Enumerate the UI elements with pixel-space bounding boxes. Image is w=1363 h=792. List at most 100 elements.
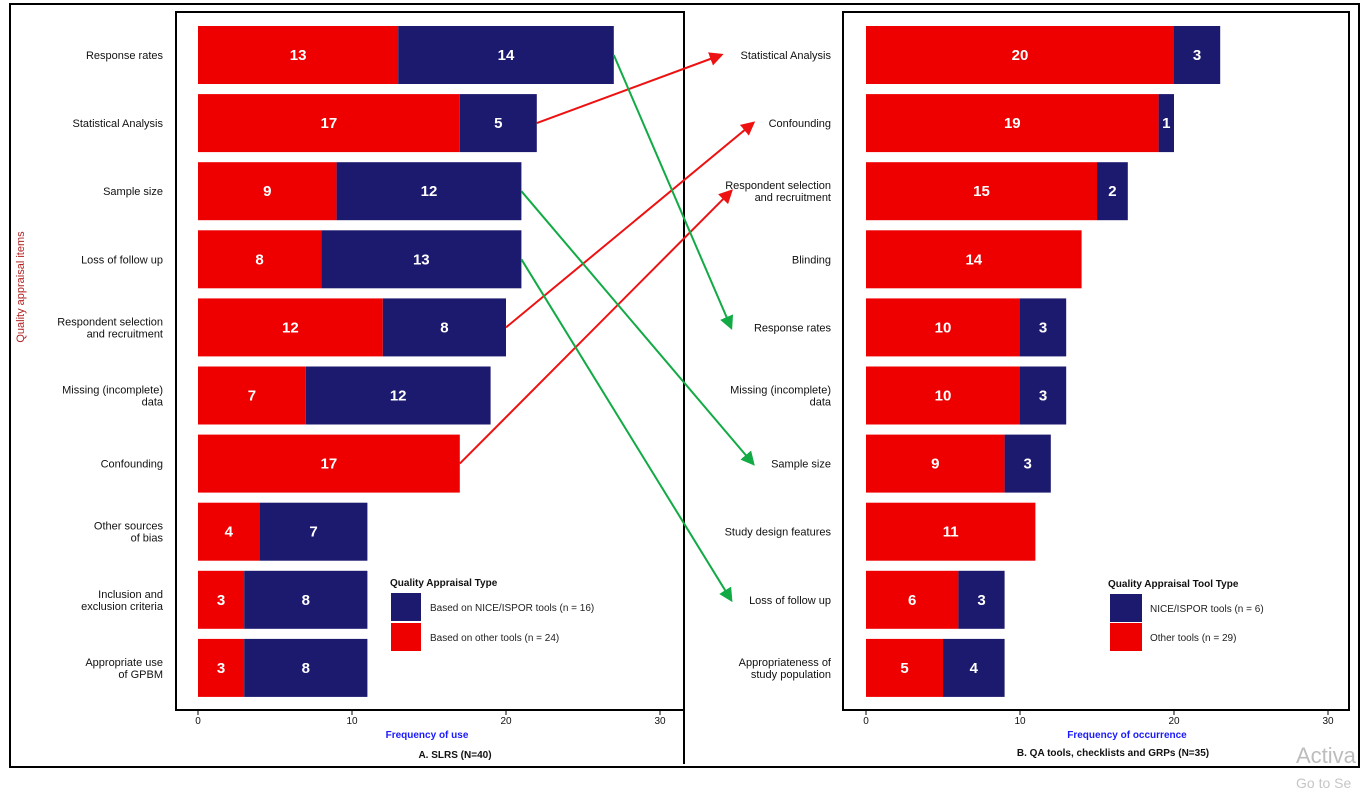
panel-b-category-label-appropriateness-of-study-population: Appropriateness of study population xyxy=(739,657,832,681)
panel-b-axis: 0 10 20 30 xyxy=(863,710,1334,727)
panel-a-category-label-line: Respondent selection xyxy=(57,316,163,328)
panel-a-category-label-missing-incomplete-data: Missing (incomplete) data xyxy=(62,385,164,409)
panel-b-bar-value-label: 11 xyxy=(943,524,959,541)
panel-a-legend-label-other: Based on other tools (n = 24) xyxy=(430,633,559,644)
panel-b-legend-swatch-other xyxy=(1110,623,1142,651)
panel-b-category-label-line: Respondent selection xyxy=(725,180,831,192)
panel-a-bar-value-label: 8 xyxy=(302,660,310,677)
panel-a-category-label-sample-size: Sample size xyxy=(103,186,163,198)
panel-a-bar-value-label: 5 xyxy=(494,115,502,132)
panel-b-category-label-sample-size: Sample size xyxy=(771,459,831,471)
panel-b-category-label-blinding: Blinding xyxy=(792,254,831,266)
panel-a-x-tick-label: 20 xyxy=(500,716,512,727)
panel-a-category-label-loss-of-follow-up: Loss of follow up xyxy=(81,254,163,266)
panel-a-bar-value-label: 8 xyxy=(440,319,448,336)
panel-b-category-label-line: Appropriateness of xyxy=(739,657,832,669)
panel-a-bar-value-label: 12 xyxy=(282,319,299,336)
panel-a-category-labels: Response rates Statistical Analysis Sample… xyxy=(57,50,164,681)
panel-a-bar-value-label: 9 xyxy=(263,183,271,200)
panel-a-bar-value-label: 7 xyxy=(309,524,317,541)
panel-b-x-tick-label: 10 xyxy=(1014,716,1026,727)
panel-b-bar-value-label: 6 xyxy=(908,592,916,609)
panel-b-legend-label-other: Other tools (n = 29) xyxy=(1150,633,1236,644)
panel-a-category-label-line: Inclusion and xyxy=(98,589,163,601)
panel-b-bar-value-label: 3 xyxy=(1193,47,1201,64)
panel-b-bar-value-label: 19 xyxy=(1004,115,1021,132)
panel-a-category-label-line: Appropriate use xyxy=(85,657,163,669)
panel-a-category-label-line: data xyxy=(142,397,164,409)
panel-b-x-tick-label: 0 xyxy=(863,716,869,727)
panel-a-axis: 0 10 20 30 xyxy=(195,710,666,727)
panel-a-legend-swatch-nice xyxy=(391,593,421,621)
panel-a-x-tick-label: 0 xyxy=(195,716,201,727)
panel-a-legend-title: Quality Appraisal Type xyxy=(390,578,498,589)
panel-a-bar-value-label: 8 xyxy=(255,251,263,268)
panel-b-category-label-line: data xyxy=(810,397,832,409)
panel-b-bar-value-label: 3 xyxy=(1024,456,1032,473)
panel-b-bar-value-label: 4 xyxy=(970,660,979,677)
panel-b-legend-swatch-nice xyxy=(1110,594,1142,622)
panel-a-category-label-statistical-analysis: Statistical Analysis xyxy=(73,118,164,130)
panel-b-bar-value-label: 3 xyxy=(1039,319,1047,336)
panel-b-bar-value-label: 3 xyxy=(1039,388,1047,405)
watermark-line-1: Activa xyxy=(1296,743,1357,768)
panel-b-category-label-statistical-analysis: Statistical Analysis xyxy=(741,50,832,62)
panel-b-legend-title: Quality Appraisal Tool Type xyxy=(1108,579,1239,590)
panel-a-bar-value-label: 13 xyxy=(413,251,430,268)
panel-a-bar-value-label: 4 xyxy=(225,524,234,541)
panel-a-legend: Quality Appraisal Type Based on NICE/ISP… xyxy=(390,578,594,651)
panel-a-category-label-line: exclusion criteria xyxy=(81,601,164,613)
panel-a-category-label-appropriate-use-of-gpbm: Appropriate use of GPBM xyxy=(85,657,163,681)
panel-b-bar-value-label: 1 xyxy=(1162,115,1170,132)
panel-b-category-label-line: study population xyxy=(751,669,831,681)
panel-b-bar-value-label: 2 xyxy=(1108,183,1116,200)
panel-b-category-label-missing-incomplete-data: Missing (incomplete) data xyxy=(730,385,832,409)
panel-b-bar-value-label: 15 xyxy=(973,183,990,200)
panel-b-legend: Quality Appraisal Tool Type NICE/ISPOR t… xyxy=(1108,579,1264,651)
panel-b-bar-value-label: 20 xyxy=(1012,47,1029,64)
panel-a-bar-value-label: 17 xyxy=(321,115,338,132)
panel-a-caption: A. SLRS (N=40) xyxy=(418,750,491,761)
panel-a-category-label-response-rates: Response rates xyxy=(86,50,164,62)
panel-a-category-label-line: of bias xyxy=(131,533,164,545)
panel-a-y-axis-label: Quality appraisal items xyxy=(15,231,27,343)
panel-b-bar-value-label: 10 xyxy=(935,319,952,336)
rank-arrow-response-rates xyxy=(614,55,731,327)
panel-b-legend-label-nice: NICE/ISPOR tools (n = 6) xyxy=(1150,604,1264,615)
panel-b-x-tick-label: 30 xyxy=(1322,716,1334,727)
rank-arrow-respondent-selection-and-recruitment xyxy=(506,123,753,327)
panel-b-category-label-study-design-features: Study design features xyxy=(725,527,832,539)
panel-b-category-label-response-rates: Response rates xyxy=(754,322,832,334)
panel-a-legend-label-nice: Based on NICE/ISPOR tools (n = 16) xyxy=(430,603,594,614)
panel-a-bar-value-label: 7 xyxy=(248,388,256,405)
panel-a-category-label-inclusion-and-exclusion-criteria: Inclusion and exclusion criteria xyxy=(81,589,164,613)
panel-b-bar-value-label: 10 xyxy=(935,388,952,405)
panel-a-bar-value-label: 17 xyxy=(321,456,338,473)
panel-b-caption: B. QA tools, checklists and GRPs (N=35) xyxy=(1017,748,1209,759)
panel-a-category-label-line: Missing (incomplete) xyxy=(62,385,163,397)
panel-b-bar-value-label: 14 xyxy=(965,251,982,268)
panel-a-bar-value-label: 12 xyxy=(421,183,438,200)
panel-a-bar-value-label: 12 xyxy=(390,388,407,405)
panel-a-x-axis-label: Frequency of use xyxy=(386,730,469,741)
panel-b-category-labels: Statistical Analysis Confounding Responden… xyxy=(725,50,832,681)
panel-b-bars: 20 3 19 1 15 2 14 10 3 10 3 9 3 11 6 3 5 4 xyxy=(866,26,1220,697)
panel-a-category-label-respondent-selection-and-recruitment: Respondent selection and recruitment xyxy=(57,316,163,340)
panel-a-bar-value-label: 3 xyxy=(217,592,225,609)
panel-a-bar-value-label: 3 xyxy=(217,660,225,677)
panel-b-category-label-respondent-selection-and-recruitment: Respondent selection and recruitment xyxy=(725,180,831,204)
panel-a-legend-swatch-other xyxy=(391,623,421,651)
activation-watermark: Activa Go to Se xyxy=(1296,743,1357,791)
panel-a-x-tick-label: 30 xyxy=(654,716,666,727)
panel-a-bar-value-label: 13 xyxy=(290,47,307,64)
panel-b-category-label-line: and recruitment xyxy=(755,192,831,204)
panel-b-bar-value-label: 5 xyxy=(900,660,908,677)
panel-b-bar-value-label: 9 xyxy=(931,456,939,473)
panel-a-category-label-confounding: Confounding xyxy=(101,459,163,471)
panel-b-bar-value-label: 3 xyxy=(977,592,985,609)
panel-a-bar-value-label: 14 xyxy=(498,47,515,64)
rank-arrow-loss-of-follow-up xyxy=(521,259,731,600)
panel-b-qa-tools: 0 10 20 30 20 3 19 1 15 2 14 10 3 10 3 9 3 11 6 3 5 4 Statis… xyxy=(725,12,1349,759)
panel-a-category-label-line: and recruitment xyxy=(87,328,163,340)
